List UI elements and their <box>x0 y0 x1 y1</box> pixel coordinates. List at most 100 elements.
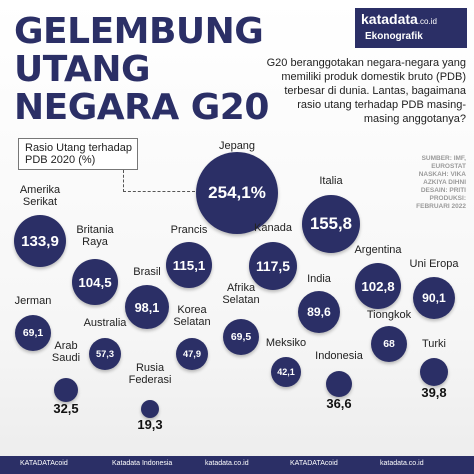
country-label-line: Tiongkok <box>366 309 412 321</box>
country-label-afrika-selatan: Afrika Selatan <box>201 282 281 306</box>
bubble-value-turki: 39,8 <box>421 385 447 400</box>
footer-item[interactable]: KATADATAcoid <box>20 460 68 467</box>
country-label-line: Selatan <box>222 294 260 306</box>
legend-line-1: Rasio Utang terhadap <box>25 142 133 154</box>
bubble-tiongkok: 68 <box>371 326 407 362</box>
brand-series: Ekonografik <box>365 31 423 42</box>
country-label-line: Britania <box>76 224 114 236</box>
bubble-jerman: 69,1 <box>15 315 51 351</box>
country-label-arab-saudi: Arab Saudi <box>26 340 106 364</box>
bubble-value: 117,5 <box>255 258 291 274</box>
credit-line: PRODUKSI: <box>429 195 466 202</box>
country-label-line: Jerman <box>14 295 52 307</box>
bubble-kanada: 117,5 <box>249 242 297 290</box>
legend-box: Rasio Utang terhadap PDB 2020 (%) <box>18 138 138 170</box>
country-label-line: Korea <box>177 304 207 316</box>
intro-text: G20 beranggotakan negara-negara yang mem… <box>266 57 466 125</box>
country-label-line: Raya <box>82 236 108 248</box>
bubble-value: 133,9 <box>21 232 59 250</box>
country-label-australia: Australia <box>65 317 145 329</box>
country-label-turki: Turki <box>394 338 474 350</box>
legend-connector <box>123 191 195 192</box>
country-label-india: India <box>279 273 359 285</box>
country-label-italia: Italia <box>291 175 371 187</box>
country-label-line: Uni Eropa <box>409 258 459 270</box>
legend-connector <box>123 170 124 192</box>
bubble-indonesia <box>326 371 352 397</box>
title-line-1: GELEMBUNG <box>14 11 264 52</box>
country-label-line: Brasil <box>133 266 161 278</box>
country-label-line: Meksiko <box>265 337 307 349</box>
bubble-value: 90,1 <box>422 291 446 305</box>
bubble-rusia-federasi <box>141 400 159 418</box>
country-label-uni-eropa: Uni Eropa <box>394 258 474 270</box>
footer-bar: KATADATAcoid Katadata Indonesia katadata… <box>0 456 474 474</box>
country-label-line: Kanada <box>254 222 292 234</box>
brand-domain: .co.id <box>417 17 437 26</box>
country-label-indonesia: Indonesia <box>299 350 379 362</box>
legend-line-2: PDB 2020 (%) <box>25 154 96 166</box>
country-label-line: Argentina <box>354 244 402 256</box>
title-line-2: UTANG <box>14 49 151 90</box>
legend-text: Rasio Utang terhadap PDB 2020 (%) <box>25 142 132 166</box>
bubble-india: 89,6 <box>298 291 340 333</box>
country-label-line: India <box>307 273 331 285</box>
country-label-rusia-federasi: Rusia Federasi <box>110 362 190 386</box>
country-label-line: Saudi <box>51 352 81 364</box>
footer-item[interactable]: Katadata Indonesia <box>112 460 173 467</box>
brand-block[interactable]: katadata.co.id Ekonografik <box>355 8 467 48</box>
country-label-korea-selatan: Korea Selatan <box>152 304 232 328</box>
country-label-line: Amerika <box>19 184 61 196</box>
credit-line: AZKIYA DIHNI <box>423 179 466 186</box>
bubble-value: 254,1% <box>208 183 266 202</box>
credit-line: NASKAH: VIKA <box>418 171 466 178</box>
bubble-prancis: 115,1 <box>166 242 212 288</box>
country-label-meksiko: Meksiko <box>246 337 326 349</box>
bubble-value: 155,8 <box>309 214 353 233</box>
country-label-brasil: Brasil <box>107 266 187 278</box>
bubble-value-rusia-federasi: 19,3 <box>137 417 163 432</box>
country-label-line: Afrika <box>226 282 256 294</box>
country-label-amerika-serikat: Amerika Serikat <box>0 184 80 208</box>
bubble-italia: 155,8 <box>302 195 360 253</box>
bubble-uni-eropa: 90,1 <box>413 277 455 319</box>
country-label-argentina: Argentina <box>338 244 418 256</box>
credit-line: FEBRUARI 2022 <box>416 203 466 210</box>
country-label-line: Arab <box>54 340 78 352</box>
country-label-jepang: Jepang <box>197 140 277 152</box>
credit-line: DESAIN: PRITI <box>420 187 466 194</box>
title-line-3: NEGARA G20 <box>14 87 269 128</box>
bubble-australia: 57,3 <box>89 338 121 370</box>
bubble-value-indonesia: 36,6 <box>326 396 352 411</box>
country-label-britania-raya: Britania Raya <box>55 224 135 248</box>
footer-item[interactable]: KATADATAcoid <box>290 460 338 467</box>
brand-logo: katadata.co.id <box>361 11 437 27</box>
bubble-value: 69,5 <box>230 331 252 343</box>
bubble-afrika-selatan: 69,5 <box>223 319 259 355</box>
country-label-line: Serikat <box>22 196 58 208</box>
bubble-argentina: 102,8 <box>355 263 401 309</box>
country-label-kanada: Kanada <box>233 222 313 234</box>
bubble-value: 47,9 <box>182 349 202 359</box>
bubble-meksiko: 42,1 <box>271 357 301 387</box>
bubble-value: 68 <box>383 338 395 350</box>
footer-item[interactable]: katadata.co.id <box>380 460 424 467</box>
bubble-value: 89,6 <box>307 305 331 319</box>
bubble-amerika-serikat: 133,9 <box>14 215 66 267</box>
bubble-value-arab-saudi: 32,5 <box>53 401 79 416</box>
brand-name: katadata <box>361 11 418 27</box>
bubble-value: 98,1 <box>134 299 160 315</box>
country-label-line: Turki <box>421 338 447 350</box>
bubble-value: 57,3 <box>95 349 115 359</box>
country-label-line: Italia <box>319 175 343 187</box>
bubble-value: 42,1 <box>277 367 295 377</box>
footer-item[interactable]: katadata.co.id <box>205 460 249 467</box>
bubble-korea-selatan: 47,9 <box>176 338 208 370</box>
country-label-prancis: Prancis <box>149 224 229 236</box>
country-label-line: Indonesia <box>315 350 363 362</box>
credits: SUMBER: IMF, EUROSTAT NASKAH: VIKA AZKIY… <box>376 155 466 211</box>
country-label-line: Rusia <box>135 362 165 374</box>
bubble-turki <box>420 358 448 386</box>
country-label-line: Selatan <box>173 316 211 328</box>
